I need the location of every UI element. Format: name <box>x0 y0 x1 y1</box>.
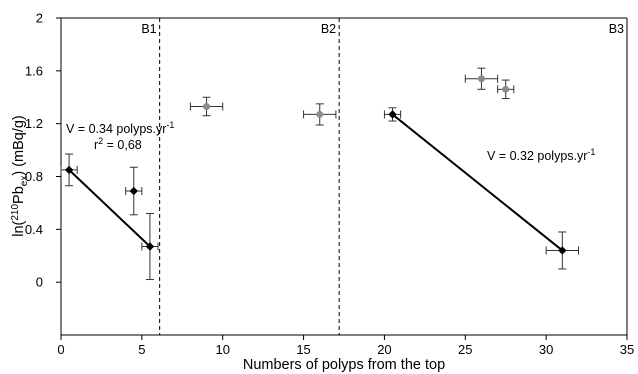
left-r2-annotation: r2 = 0,68 <box>94 136 142 152</box>
y-axis-title-sup: 210 <box>10 204 21 221</box>
data-points <box>64 75 567 255</box>
x-tick-label: 5 <box>138 342 145 357</box>
diamond-marker <box>558 246 567 255</box>
y-axis-title-prefix: ln( <box>11 220 27 236</box>
y-tick-label: 1.6 <box>25 63 43 78</box>
boundary-lines: B1 B2 B3 <box>141 18 624 335</box>
error-bars <box>60 67 579 281</box>
circle-marker <box>502 85 510 93</box>
trend-line <box>68 169 151 248</box>
right-rate-text: V = 0.32 polyps.yr <box>487 149 587 163</box>
diamond-marker <box>64 165 74 175</box>
x-ticks: 0 5 10 15 20 25 30 35 <box>57 335 634 357</box>
right-rate-sup: -1 <box>587 147 595 157</box>
region-label: B2 <box>321 22 336 36</box>
y-axis-title: ln(210Pbex) (mBq/g) <box>10 115 30 237</box>
right-rate-annotation: V = 0.32 polyps.yr-1 <box>487 147 595 163</box>
x-tick-label: 35 <box>620 342 634 357</box>
left-rate-text: V = 0.34 polyps.yr <box>66 122 166 136</box>
plot-frame <box>60 17 628 336</box>
y-axis-title-suffix: ) (mBq/g) <box>11 115 27 175</box>
region-label: B3 <box>609 22 624 36</box>
trend-lines <box>68 113 563 252</box>
left-r2-value: = 0,68 <box>103 138 142 152</box>
circle-marker <box>477 75 485 83</box>
trend-line <box>391 113 563 252</box>
y-tick-label: 0.4 <box>25 222 43 237</box>
circle-marker <box>316 110 324 118</box>
diamond-marker <box>388 110 397 119</box>
x-tick-label: 10 <box>215 342 229 357</box>
x-axis-title: Numbers of polyps from the top <box>243 357 445 373</box>
y-axis-title-main: Pb <box>11 186 27 204</box>
left-r2-sup: 2 <box>98 136 103 146</box>
left-rate-sup: -1 <box>166 120 174 130</box>
x-tick-label: 25 <box>458 342 472 357</box>
x-tick-label: 20 <box>377 342 391 357</box>
y-axis-title-sub: ex <box>19 176 30 187</box>
y-tick-label: 0 <box>36 275 43 290</box>
x-tick-label: 0 <box>57 342 64 357</box>
y-tick-label: 1.2 <box>25 116 43 131</box>
x-tick-label: 30 <box>539 342 553 357</box>
diamond-marker <box>145 242 155 251</box>
y-tick-label: 0.8 <box>25 169 43 184</box>
left-rate-annotation: V = 0.34 polyps.yr-1 <box>66 120 174 136</box>
y-ticks: 0 0.4 0.8 1.2 1.6 2 <box>25 11 61 290</box>
left-r2-text: r <box>94 138 98 152</box>
region-label: B1 <box>141 22 156 36</box>
diamond-marker <box>129 186 138 196</box>
circle-marker <box>203 102 211 110</box>
x-tick-label: 15 <box>296 342 310 357</box>
y-tick-label: 2 <box>36 11 43 26</box>
